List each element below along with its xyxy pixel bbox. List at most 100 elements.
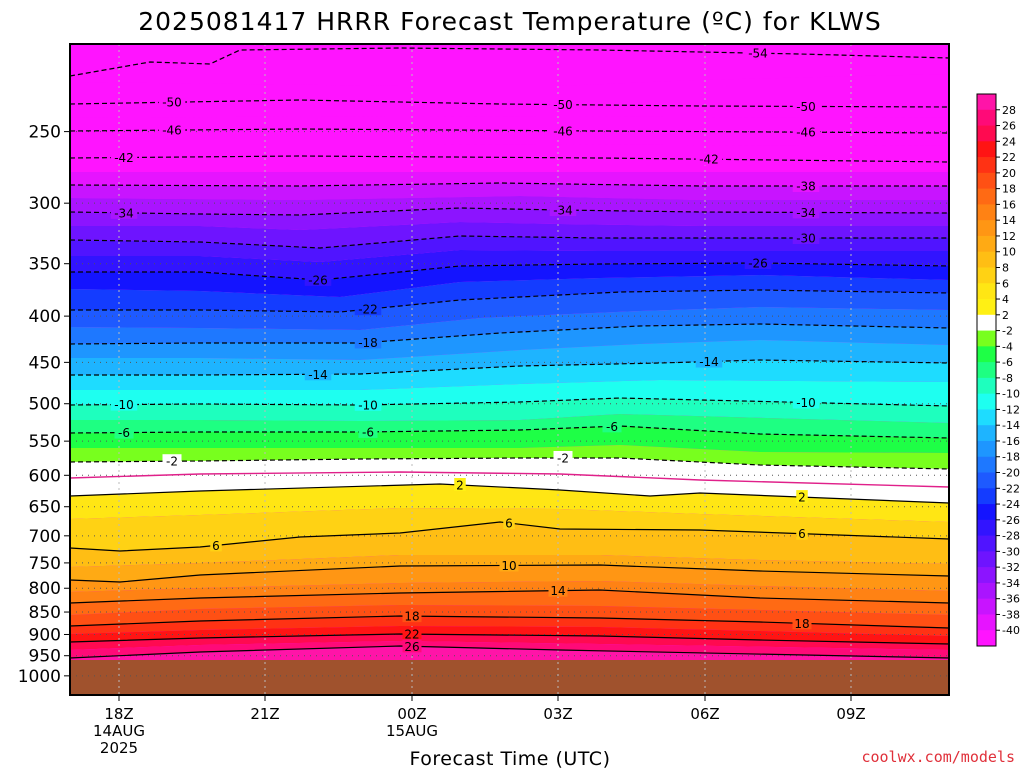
colorbar-swatch	[977, 488, 996, 505]
contour-line	[70, 615, 949, 629]
contour-label: 14	[550, 584, 565, 598]
contour-label-bg	[162, 454, 182, 468]
contour-label-bg	[110, 397, 138, 411]
colorbar-swatch	[977, 567, 996, 584]
contour-label: -10	[796, 396, 816, 410]
contour-label: -14	[308, 368, 328, 382]
colorbar-swatch	[977, 283, 996, 300]
colorbar-swatch	[977, 535, 996, 552]
colorbar-swatch	[977, 235, 996, 253]
colorbar-label: -34	[1002, 577, 1020, 590]
temperature-band	[70, 398, 949, 423]
contour-label-bg	[549, 123, 577, 137]
colorbar-swatch	[977, 346, 996, 363]
colorbar-label: -6	[1002, 356, 1013, 369]
y-tick-label: 900	[29, 625, 61, 645]
colorbar-label: -2	[1002, 325, 1013, 338]
colorbar-frame	[976, 93, 997, 647]
temperature-band	[70, 208, 949, 230]
contour-label: 10	[501, 559, 516, 573]
colorbar-label: 4	[1002, 293, 1009, 306]
colorbar-swatch	[977, 299, 996, 316]
x-tick-date: 15AUG	[386, 722, 438, 740]
contour-label-bg	[548, 583, 568, 597]
contour-label: -6	[118, 426, 130, 440]
contour-label-bg	[402, 609, 422, 623]
colorbar-label: 26	[1002, 120, 1016, 133]
contour-label-bg	[549, 97, 577, 111]
colorbar-label: 18	[1002, 183, 1016, 196]
contour-label-bg	[114, 425, 134, 439]
contour-label-bg	[110, 150, 138, 164]
contour-label: -14	[699, 355, 719, 369]
contour-label: -50	[553, 98, 573, 112]
colorbar-swatch	[977, 519, 996, 536]
x-tick-label: 06Z	[690, 705, 719, 723]
contour-label-bg	[354, 397, 382, 411]
colorbar-swatch	[977, 330, 996, 347]
x-tick-year: 2025	[100, 739, 138, 757]
colorbar-swatch	[977, 614, 996, 631]
y-tick-label: 500	[29, 395, 61, 415]
y-axis: 2503003504004505005506006507007508008509…	[18, 123, 70, 687]
contour-label-bg	[744, 256, 772, 270]
contour-lines: -54 -50 -50 -50 -46 -46 -46 -42 -42 -38 -34 -34 -34 -…	[70, 46, 949, 659]
colorbar-label: -10	[1002, 388, 1020, 401]
y-tick-label: 450	[29, 353, 61, 373]
colorbar-label: -26	[1002, 514, 1020, 527]
temperature-band	[70, 484, 949, 522]
colorbar-swatch	[977, 409, 996, 426]
contour-label-bg	[402, 639, 422, 653]
colorbar-swatch	[977, 141, 996, 158]
contour-label-bg	[304, 272, 332, 286]
temperature-band	[70, 275, 949, 312]
y-tick-label: 750	[29, 554, 61, 574]
colorbar-label: 16	[1002, 198, 1016, 211]
colorbar-label: 24	[1002, 135, 1016, 148]
temperature-band	[70, 263, 949, 297]
contour-label: -10	[358, 398, 378, 412]
colorbar-label: 6	[1002, 277, 1009, 290]
colorbar-label: -24	[1002, 498, 1020, 511]
y-tick-label: 1000	[18, 667, 61, 687]
colorbar-swatch	[977, 377, 996, 395]
colorbar-swatch	[977, 267, 996, 284]
x-axis-label: Forecast Time (UTC)	[410, 748, 611, 768]
contour-label: -26	[308, 273, 328, 287]
temperature-band	[70, 581, 949, 603]
colorbar-swatch	[977, 551, 996, 568]
contour-label: -18	[358, 336, 378, 350]
temperature-band	[70, 307, 949, 344]
contour-label: -30	[796, 232, 816, 246]
contour-line	[70, 457, 949, 470]
contour-label: -50	[796, 100, 816, 114]
temperature-band	[70, 522, 949, 567]
colorbar-swatch	[977, 440, 996, 458]
contour-label-bg	[304, 367, 332, 381]
y-tick-label: 550	[29, 432, 61, 452]
contour-label-bg	[454, 478, 466, 491]
contour-label: -34	[796, 206, 816, 220]
contour-label-bg	[792, 231, 820, 244]
contour-label-bg	[110, 205, 138, 219]
colorbar-label: -12	[1002, 403, 1020, 416]
contour-line	[70, 47, 949, 77]
temperature-band	[70, 641, 949, 658]
contour-label-bg	[402, 627, 422, 641]
contour-label-bg	[792, 616, 812, 630]
temperature-band	[70, 324, 949, 360]
freezing-band	[70, 458, 949, 503]
colorbar: 28 26 24 22 20 18 16 14 12 10 8 6 4 2 -2 -4 -6 -8 -10 -12 -1…	[976, 93, 1020, 647]
colorbar-swatch	[977, 204, 996, 221]
contour-line	[70, 483, 949, 504]
contour-label: 2	[456, 479, 464, 493]
colorbar-label: 22	[1002, 151, 1016, 164]
freezing-line	[70, 471, 949, 488]
contour-label-bg	[354, 302, 382, 316]
colorbar-label: 20	[1002, 167, 1016, 180]
contour-label: -34	[114, 206, 134, 220]
contour-label-bg	[503, 516, 515, 530]
colorbar-swatch	[977, 125, 996, 142]
colorbar-swatch	[977, 172, 996, 190]
